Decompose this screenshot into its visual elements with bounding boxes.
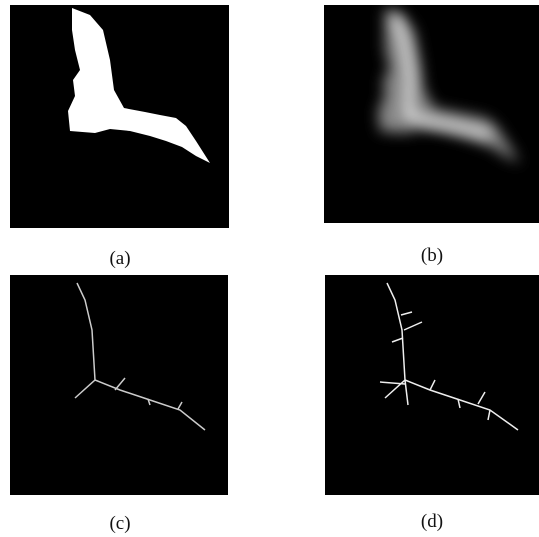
panel-d: [325, 275, 539, 495]
caption: (b): [421, 245, 443, 266]
panel-c: [10, 275, 228, 495]
caption: (a): [109, 248, 130, 269]
caption: (c): [109, 513, 130, 534]
caption: (d): [421, 511, 443, 532]
panel-b: [324, 5, 539, 223]
panel-a: [10, 5, 229, 228]
